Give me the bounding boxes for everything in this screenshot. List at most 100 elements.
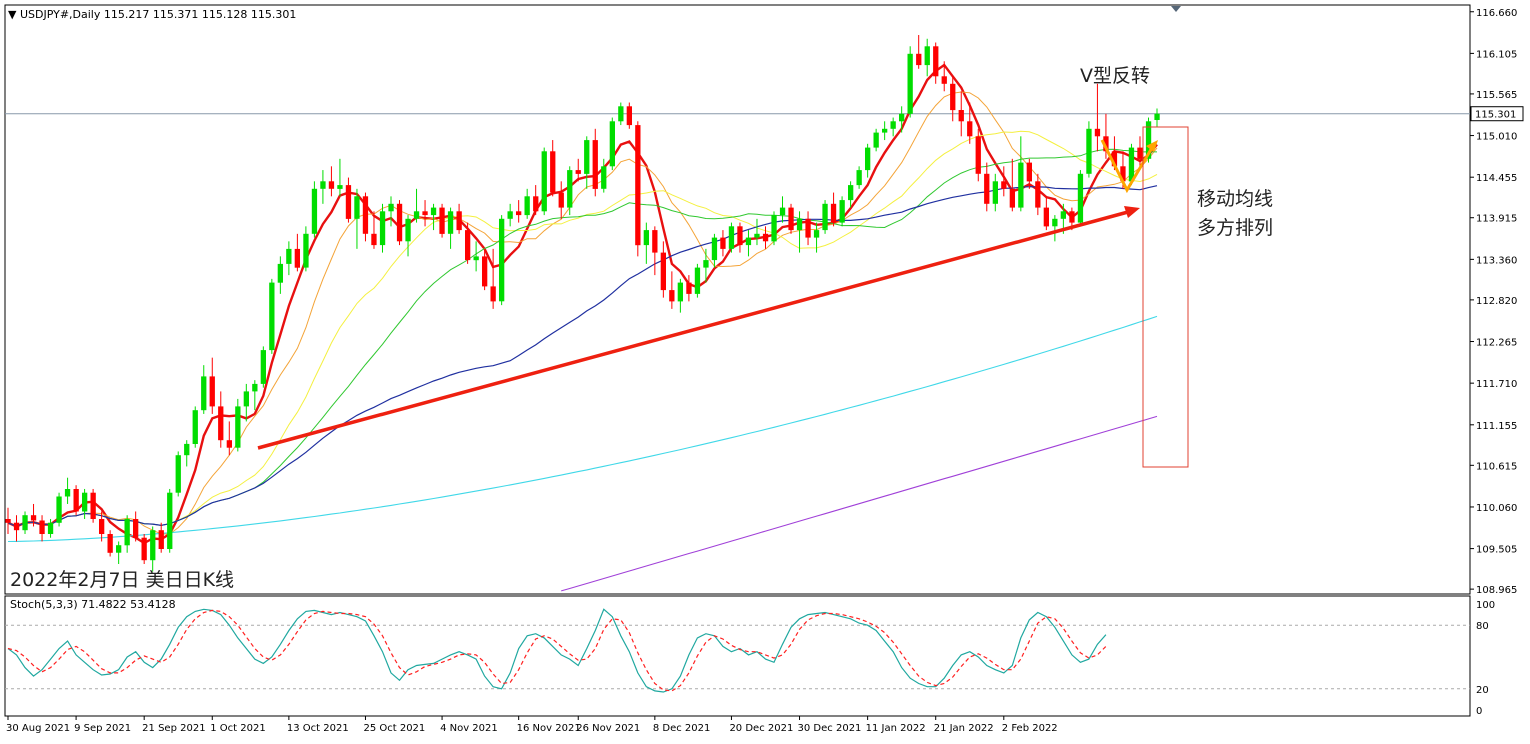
candle-body: [13, 522, 20, 531]
moving-averages: [7, 63, 1158, 592]
candle-body: [754, 233, 760, 238]
candle-body: [252, 383, 258, 392]
candle: [533, 185, 539, 216]
candle: [116, 541, 122, 564]
candle-body: [499, 218, 505, 302]
candle: [141, 533, 147, 564]
candle-body: [141, 537, 147, 561]
candle-body: [64, 489, 71, 497]
candle: [13, 515, 20, 542]
candle: [635, 121, 641, 257]
candle-body: [882, 128, 888, 133]
axes: 116.660 116.105 115.565 115.010 114.455 113.9…: [6, 8, 1524, 734]
date-tick-label: 8 Dec 2021: [653, 723, 711, 734]
candle: [456, 203, 462, 234]
candle: [184, 440, 190, 467]
candle-body: [737, 226, 743, 246]
candle: [916, 35, 922, 69]
candle-body: [388, 203, 394, 212]
main-panel-border: [4, 4, 1471, 595]
candle: [677, 278, 683, 313]
candle: [286, 241, 292, 276]
candle: [703, 248, 709, 283]
candle-body: [592, 140, 598, 189]
candle: [235, 398, 241, 452]
candle: [413, 188, 420, 223]
candle-body: [1120, 166, 1126, 182]
candle-body: [1001, 181, 1007, 189]
candle-body: [260, 350, 266, 384]
candle-body: [830, 203, 837, 223]
price-tick-label: 109.505: [1476, 545, 1517, 556]
candle: [550, 140, 556, 197]
candle-body: [652, 230, 658, 253]
ma-line-250: [561, 415, 1158, 592]
candle-body: [1035, 181, 1041, 208]
candle: [226, 421, 232, 456]
current-price-label: 115.301: [1475, 110, 1516, 121]
candle: [992, 173, 998, 212]
candle: [592, 128, 598, 197]
candle: [243, 383, 249, 422]
candle: [22, 511, 28, 534]
candle-body: [1043, 207, 1049, 227]
candle: [669, 271, 675, 309]
candle: [830, 192, 837, 227]
candle: [465, 222, 471, 264]
candle-body: [379, 211, 386, 246]
date-tick-label: 20 Dec 2021: [729, 723, 793, 734]
date-tick-label: 21 Sep 2021: [142, 723, 205, 734]
candle: [967, 102, 973, 144]
candle: [209, 357, 215, 414]
candle: [482, 248, 488, 291]
price-tick-label: 113.360: [1476, 255, 1517, 266]
candle-body: [184, 443, 190, 456]
candle-body: [856, 170, 862, 186]
candle-body: [516, 211, 522, 216]
candle: [64, 477, 71, 504]
candle: [890, 117, 896, 137]
candle: [1094, 83, 1101, 152]
price-tick-label: 112.820: [1476, 296, 1517, 307]
candle-body: [1052, 218, 1058, 227]
ma-line-120: [7, 315, 1158, 543]
candle: [5, 507, 11, 534]
candle: [660, 241, 666, 298]
candle-body: [396, 203, 403, 242]
candle-body: [941, 76, 947, 84]
price-tick-label: 111.155: [1476, 421, 1517, 432]
candle: [882, 121, 888, 141]
price-tick-label: 108.965: [1476, 585, 1517, 596]
candle-body: [1069, 211, 1075, 223]
candle-body: [1018, 162, 1024, 208]
ma-line-5: [7, 63, 1158, 545]
price-tick-label: 113.915: [1476, 214, 1517, 225]
price-tick-label: 110.060: [1476, 503, 1517, 514]
candle: [499, 215, 505, 306]
candle: [73, 485, 79, 516]
candle: [1137, 136, 1143, 167]
candle: [1128, 143, 1135, 186]
candle: [601, 158, 607, 193]
candle-body: [609, 121, 615, 167]
candles: [5, 35, 1160, 572]
candle: [567, 166, 573, 216]
candle-body: [482, 256, 488, 287]
candle: [311, 181, 318, 238]
candle: [201, 365, 207, 414]
candle: [405, 215, 411, 257]
date-tick-label: 9 Sep 2021: [74, 723, 131, 734]
price-tick-label: 114.455: [1476, 173, 1517, 184]
candle: [771, 211, 777, 246]
candle-body: [711, 237, 718, 261]
candle: [958, 91, 964, 137]
price-tick-label: 110.615: [1476, 461, 1517, 472]
candle-body: [1103, 136, 1109, 152]
chart-shift-marker[interactable]: [1171, 6, 1181, 12]
candle: [99, 511, 105, 542]
candle-body: [456, 211, 462, 231]
candle-body: [1128, 147, 1135, 182]
candle: [277, 256, 283, 294]
candle: [328, 166, 335, 197]
